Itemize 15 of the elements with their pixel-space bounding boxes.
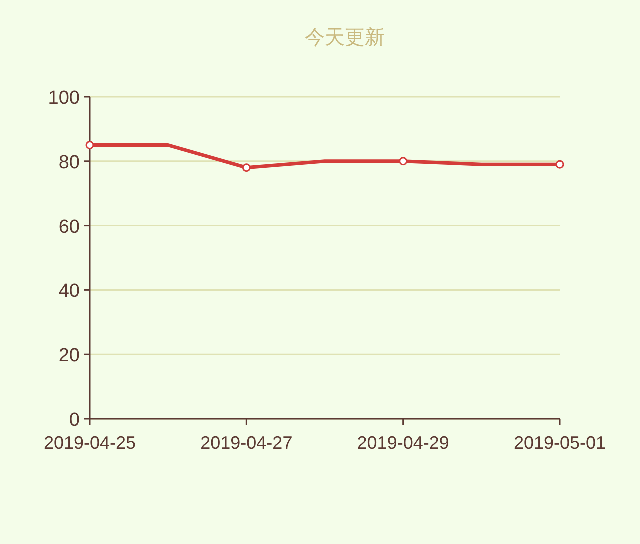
x-tick-label: 2019-05-01 (514, 433, 606, 453)
point (556, 160, 564, 169)
y-tick-label: 80 (58, 152, 80, 174)
point (242, 164, 251, 172)
y-tick-label: 20 (58, 346, 80, 367)
y-tick-label: 100 (48, 88, 80, 109)
y-tick-label: 40 (58, 281, 80, 302)
x-tick-label: 2019-04-29 (357, 433, 450, 453)
point (86, 141, 94, 150)
y-tick-label: 0 (69, 410, 80, 431)
y-tick-label: 60 (58, 216, 80, 238)
x-tick-label: 2019-04-27 (200, 433, 293, 453)
chart-title: 今天更新 (305, 27, 385, 49)
x-tick-label: 2019-04-25 (44, 433, 136, 453)
point (399, 157, 408, 166)
